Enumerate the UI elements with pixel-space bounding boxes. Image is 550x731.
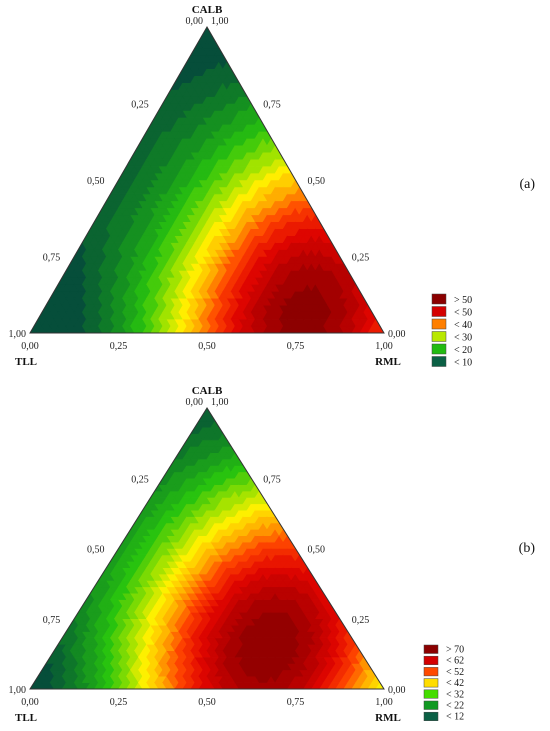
legend-swatch — [423, 667, 439, 677]
legend-label: < 62 — [446, 656, 464, 667]
tll-tick-label: 1,00 — [9, 329, 27, 340]
triangle-outline-a — [29, 26, 385, 334]
panel-label-a: (a) — [519, 177, 535, 192]
legend-label: > 70 — [446, 645, 464, 656]
ternary-chart-b: 0,00 0,25 0,25 0,75 0,50 0,50 0,50 0,75 0,75 0,25… — [9, 385, 536, 724]
panel-label-b: (b) — [519, 541, 536, 556]
tll-tick-label: 0,50 — [87, 545, 105, 556]
tll-tick-label: 0,75 — [43, 615, 61, 626]
vertex-label-rml-a: RML — [375, 356, 401, 368]
calb-tick-label: 0,50 — [308, 176, 326, 187]
calb-tick-label: 0,25 — [352, 615, 370, 626]
calb-tick-label: 0,50 — [308, 545, 326, 556]
legend-b: > 70< 62< 52< 42< 32< 22< 12 — [423, 644, 464, 723]
legend-swatch — [423, 711, 439, 721]
tick-labels-a: 0,00 0,25 0,25 0,75 0,50 0,50 0,50 0,75 0,75 0,25… — [9, 16, 406, 352]
calb-tick-label: 0,75 — [263, 100, 281, 111]
ternary-chart-a: 0,00 0,25 0,25 0,75 0,50 0,50 0,50 0,75 0,75 0,25… — [9, 4, 536, 369]
legend-label: < 12 — [446, 712, 464, 723]
tll-tick-label: 0,25 — [131, 100, 149, 111]
legend-label: < 42 — [446, 678, 464, 689]
legend-label: < 50 — [454, 308, 472, 319]
legend-label: < 30 — [454, 333, 472, 344]
legend-swatch — [423, 700, 439, 710]
rml-tick-label: 0,00 — [21, 341, 39, 352]
legend-swatch — [431, 293, 447, 305]
legend-swatch — [431, 318, 447, 330]
rml-tick-label: 0,25 — [110, 341, 128, 352]
legend-swatch — [423, 678, 439, 688]
legend-label: < 40 — [454, 320, 472, 331]
rml-tick-label: 0,75 — [287, 697, 305, 708]
legend-label: > 50 — [454, 295, 472, 306]
tll-tick-label: 0,00 — [186, 397, 204, 408]
legend-swatch — [431, 331, 447, 342]
vertex-label-tll-b: TLL — [15, 712, 37, 724]
contour-cell — [202, 27, 212, 35]
calb-tick-label: 0,75 — [263, 474, 281, 485]
rml-tick-label: 0,50 — [198, 697, 216, 708]
tll-tick-label: 0,00 — [186, 16, 204, 27]
rml-tick-label: 0,75 — [287, 341, 305, 352]
rml-tick-label: 1,00 — [375, 697, 393, 708]
calb-tick-label: 0,00 — [388, 685, 406, 696]
vertex-label-tll-a: TLL — [15, 356, 37, 368]
vertex-label-calb-b: CALB — [192, 385, 223, 397]
tll-tick-label: 0,25 — [131, 474, 149, 485]
contour-cell — [202, 408, 212, 415]
tll-tick-label: 0,50 — [87, 176, 105, 187]
legend-a: > 50 < 50< 40 < 30< 20 < 10 — [431, 293, 472, 369]
rml-tick-label: 1,00 — [375, 341, 393, 352]
legend-label: < 32 — [446, 689, 464, 700]
calb-tick-label: 1,00 — [211, 397, 229, 408]
tll-tick-label: 0,75 — [43, 253, 61, 264]
vertex-label-rml-b: RML — [375, 712, 401, 724]
tick-labels-b: 0,00 0,25 0,25 0,75 0,50 0,50 0,50 0,75 0,75 0,25… — [9, 397, 406, 708]
contour-surface-b — [30, 408, 384, 689]
triangle-outline-b — [29, 407, 385, 690]
tll-tick-label: 1,00 — [9, 685, 27, 696]
legend-swatch — [423, 644, 439, 654]
vertex-label-calb-a: CALB — [192, 4, 223, 16]
legend-label: < 22 — [446, 701, 464, 712]
legend-label: < 10 — [454, 358, 472, 369]
rml-tick-label: 0,00 — [21, 697, 39, 708]
legend-swatch — [423, 689, 439, 699]
contour-surface-a — [30, 27, 384, 333]
calb-tick-label: 0,25 — [352, 253, 370, 264]
calb-tick-label: 1,00 — [211, 16, 229, 27]
legend-swatch — [431, 343, 447, 355]
rml-tick-label: 0,25 — [110, 697, 128, 708]
legend-swatch — [423, 655, 439, 665]
legend-label: < 20 — [454, 345, 472, 356]
calb-tick-label: 0,00 — [388, 329, 406, 340]
legend-swatch — [431, 306, 447, 317]
legend-label: < 52 — [446, 667, 464, 678]
legend-swatch — [431, 356, 447, 367]
rml-tick-label: 0,50 — [198, 341, 216, 352]
